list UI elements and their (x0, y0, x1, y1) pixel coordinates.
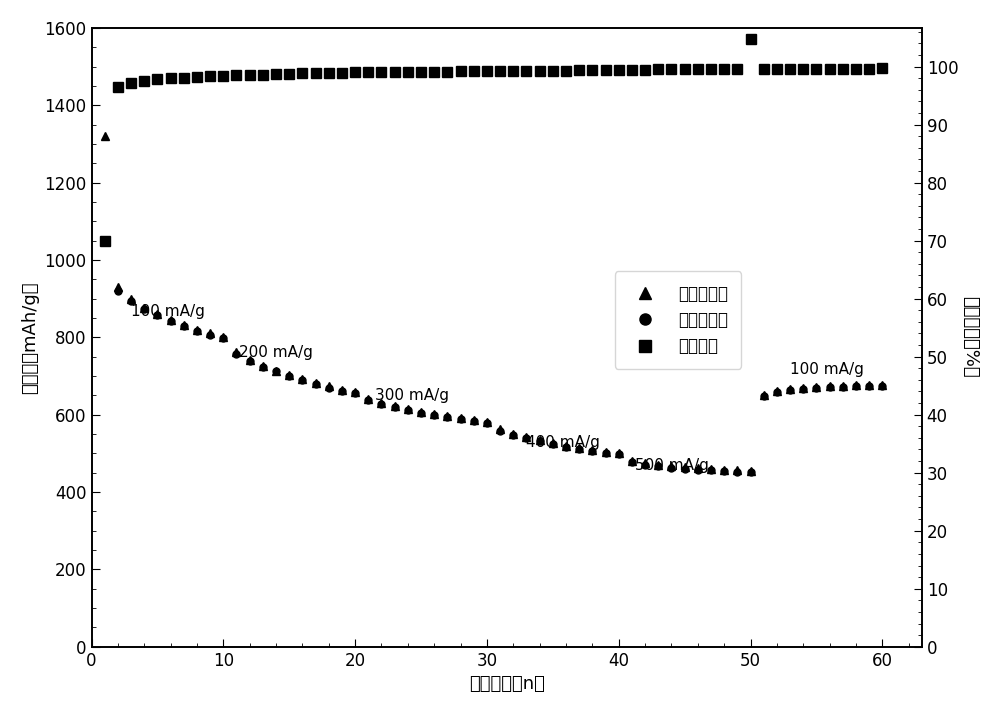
Y-axis label: 比容量（mAh/g）: 比容量（mAh/g） (21, 281, 39, 393)
Text: 300 mA/g: 300 mA/g (375, 388, 449, 403)
Text: 100 mA/g: 100 mA/g (790, 363, 864, 378)
Text: 500 mA/g: 500 mA/g (635, 458, 708, 473)
Text: 100 mA/g: 100 mA/g (131, 304, 205, 319)
Text: 200 mA/g: 200 mA/g (239, 345, 313, 360)
Legend: 放电比容量, 充电比容量, 库伦效率: 放电比容量, 充电比容量, 库伦效率 (615, 271, 741, 368)
X-axis label: 循环次数（n）: 循环次数（n） (469, 675, 545, 693)
Text: 400 mA/g: 400 mA/g (526, 435, 600, 450)
Y-axis label: 库伦效率（%）: 库伦效率（%） (961, 296, 979, 378)
